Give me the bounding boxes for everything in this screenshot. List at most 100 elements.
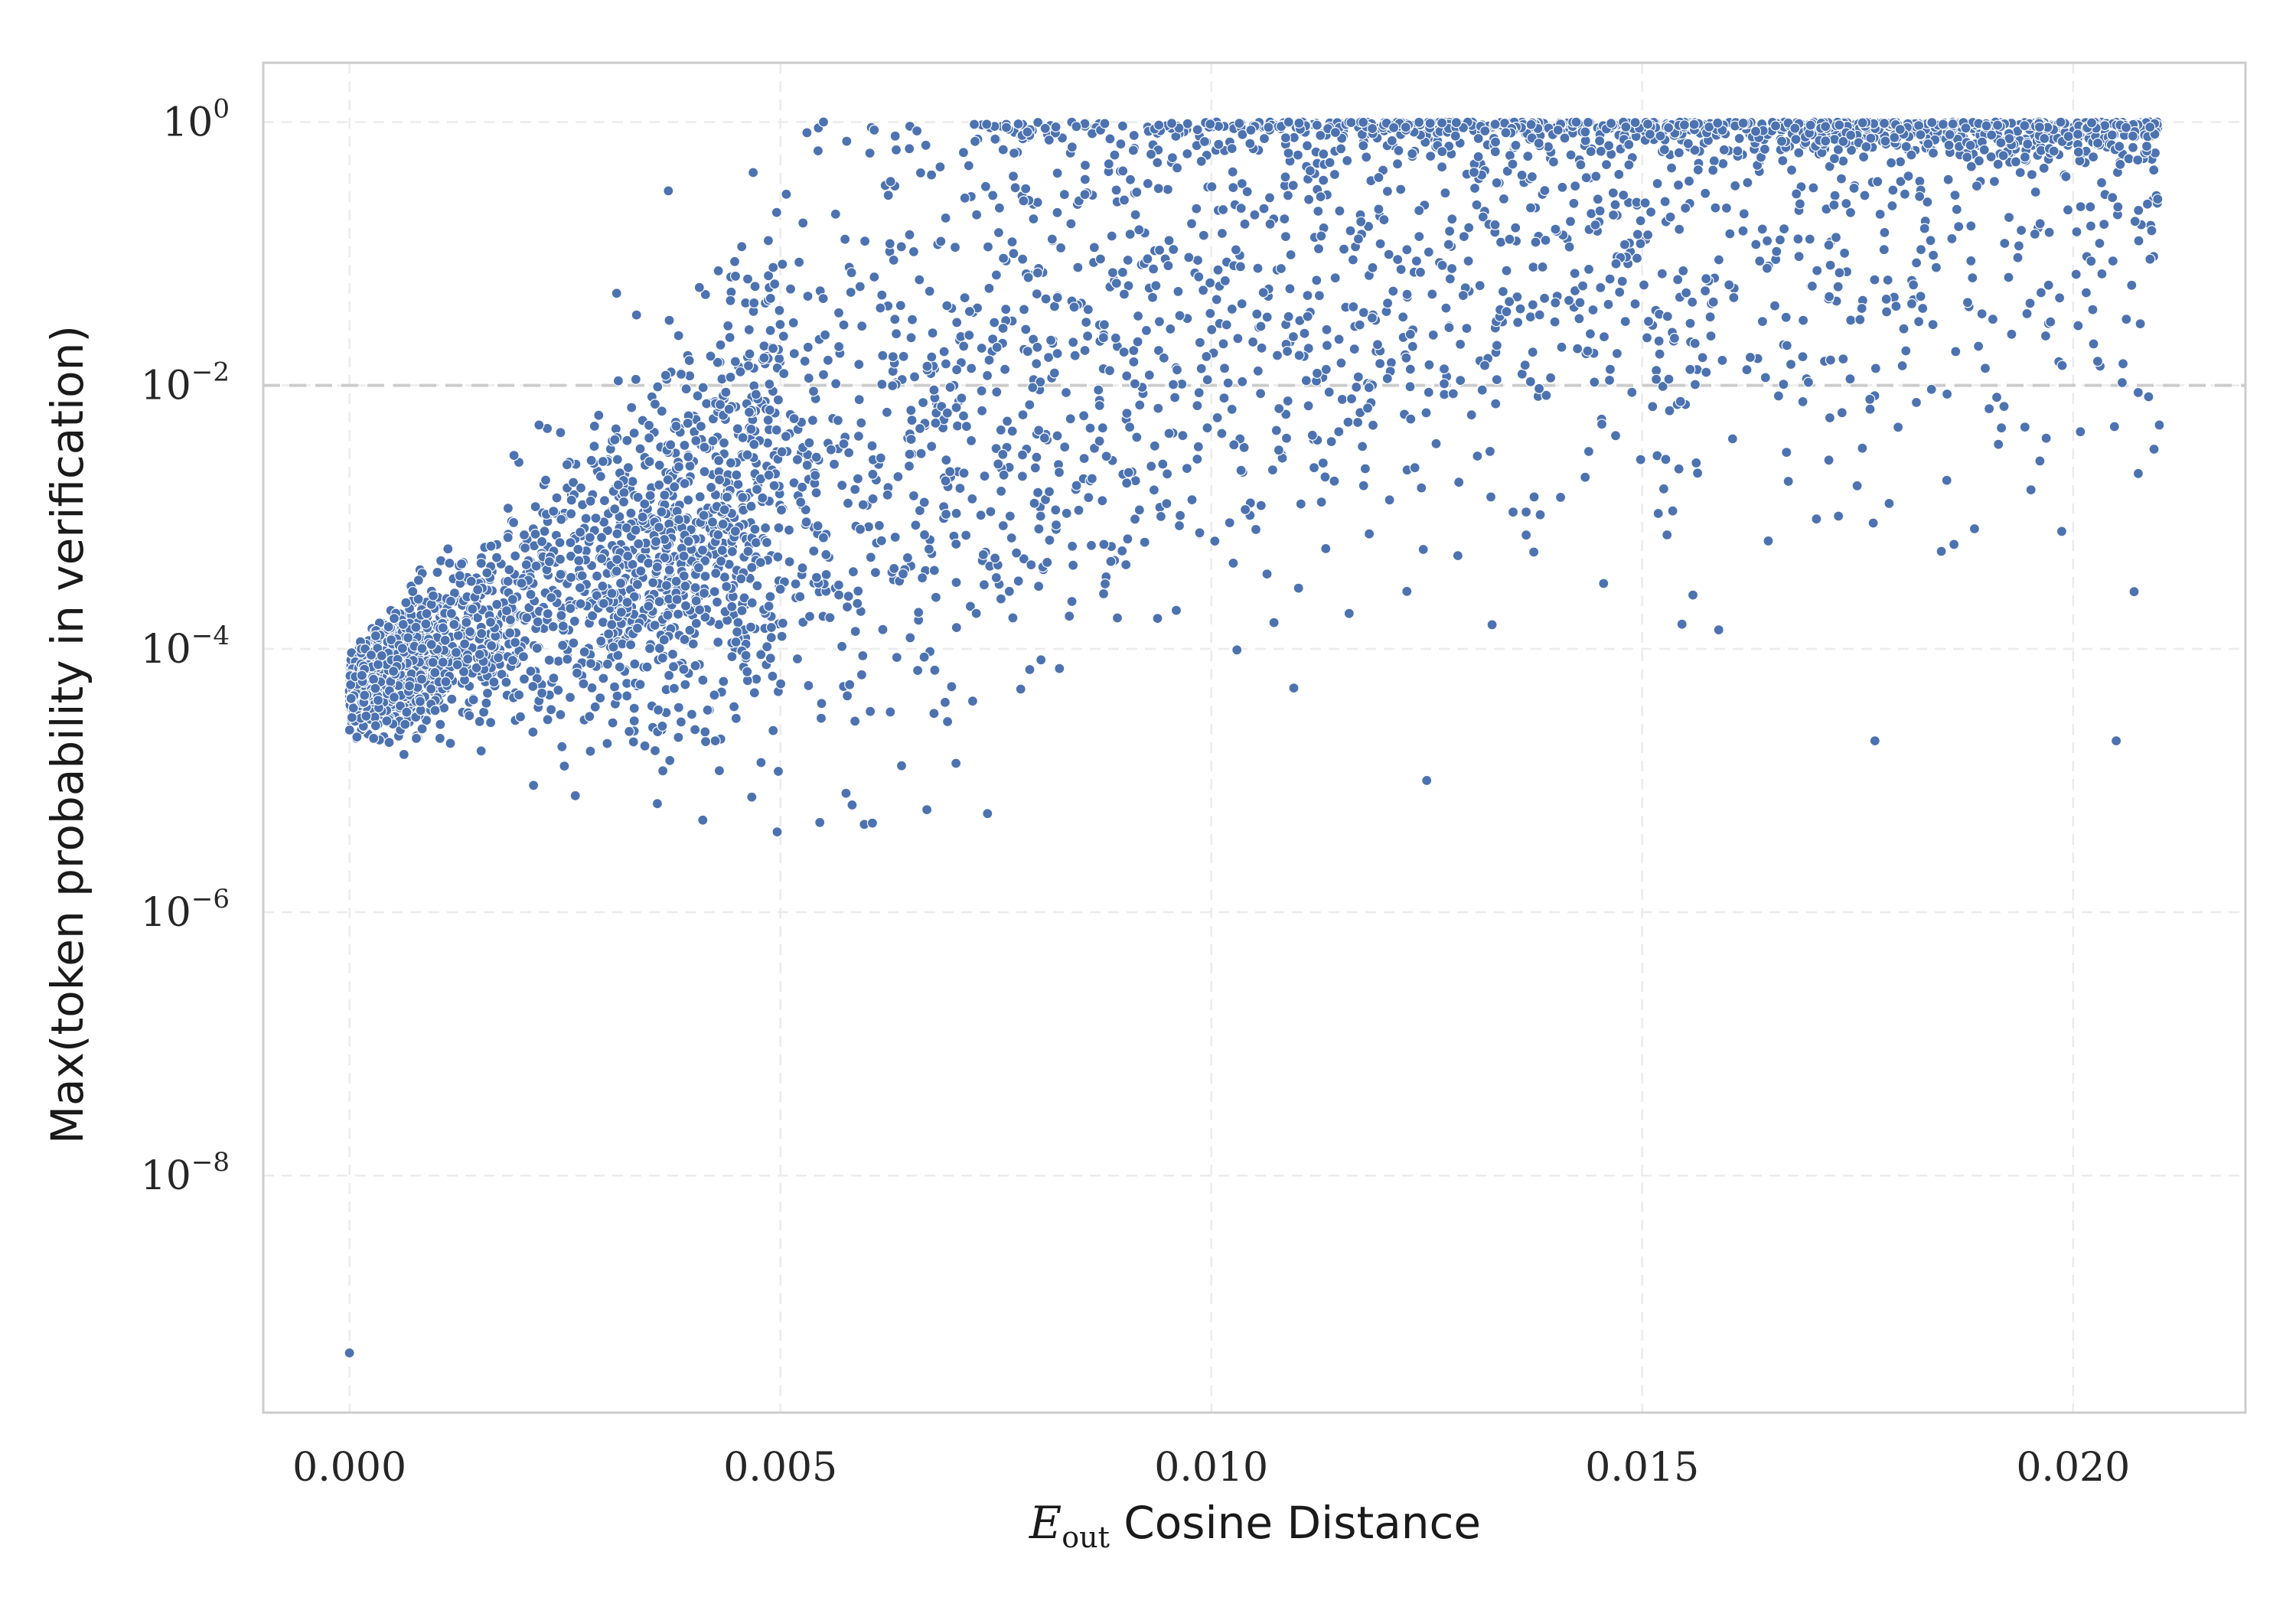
data-point [1665,211,1676,223]
data-point [562,654,573,665]
data-point [1212,264,1224,275]
data-point [817,369,830,380]
data-point [1657,380,1668,393]
data-point [1268,617,1280,628]
data-point [825,444,837,455]
data-point [888,254,899,266]
data-point [1663,122,1675,134]
data-point [1349,344,1360,355]
data-point [995,593,1007,605]
data-point [2019,152,2030,163]
data-point [2043,227,2055,238]
data-point [1173,520,1186,532]
data-point [1778,379,1789,390]
data-point [1439,389,1450,400]
data-point [1845,315,1857,326]
data-point [1316,230,1327,242]
data-point [1528,262,1539,273]
data-point [1491,340,1503,351]
data-point [822,354,834,366]
data-point [1016,449,1029,461]
data-point [1773,390,1784,402]
data-point [742,666,753,677]
data-point [709,585,720,598]
data-point [1856,302,1867,315]
data-point [2128,586,2140,598]
data-point [1071,121,1082,132]
data-point [398,748,409,761]
data-point [2033,122,2045,133]
data-point [1383,249,1394,260]
data-point [1354,319,1365,331]
data-point [906,314,918,325]
data-point [656,506,667,518]
data-point [478,706,490,718]
data-point [1120,559,1132,571]
data-point [713,265,724,276]
data-point [1202,422,1213,434]
data-point [2048,145,2060,157]
data-point [1440,187,1451,199]
data-point [1358,140,1369,152]
data-point [1776,135,1788,147]
data-point [877,350,889,361]
data-point [1231,644,1243,656]
data-point [1043,134,1055,146]
data-point [757,492,768,504]
data-point [960,530,972,541]
data-point [2116,376,2128,389]
data-point [1682,138,1694,149]
data-point [918,497,930,508]
data-point [941,455,952,466]
data-point [1899,188,1910,200]
data-point [1219,275,1231,286]
data-point [1741,364,1753,376]
data-point [1534,509,1546,520]
data-point [445,595,457,607]
data-point [1336,357,1347,369]
data-point [1458,231,1470,243]
data-point [700,726,711,738]
data-point [1073,504,1084,516]
data-point [941,715,954,728]
data-point [957,147,970,158]
data-point [853,359,865,370]
data-point [732,423,743,435]
data-point [1401,352,1412,363]
data-point [1872,176,1883,187]
data-point [1352,371,1364,383]
data-point [1333,334,1345,345]
data-point [1881,306,1893,318]
data-point [1024,663,1035,676]
data-point [1946,233,1958,244]
data-point [555,569,566,580]
data-point [976,342,987,354]
data-point [1689,379,1701,390]
data-point [1564,241,1575,253]
data-point [402,632,414,644]
data-point [746,791,758,803]
data-point [1161,497,1172,510]
data-point [1760,372,1771,383]
data-point [1287,331,1300,343]
data-point [970,209,983,220]
data-point [1681,287,1692,298]
data-point [751,484,763,495]
data-point [1279,214,1290,225]
data-point [1195,363,1207,374]
data-point [797,481,808,493]
data-point [1302,290,1313,302]
data-point [690,660,701,672]
data-point [673,513,685,526]
data-point [1437,259,1448,271]
data-point [1081,317,1092,328]
data-point [665,439,677,451]
data-point [1280,171,1291,183]
data-point [2014,167,2026,178]
data-point [1786,165,1798,176]
data-point [539,526,550,537]
data-point [1447,388,1459,399]
data-point [1054,663,1065,674]
data-point [540,474,552,486]
data-point [819,329,831,341]
